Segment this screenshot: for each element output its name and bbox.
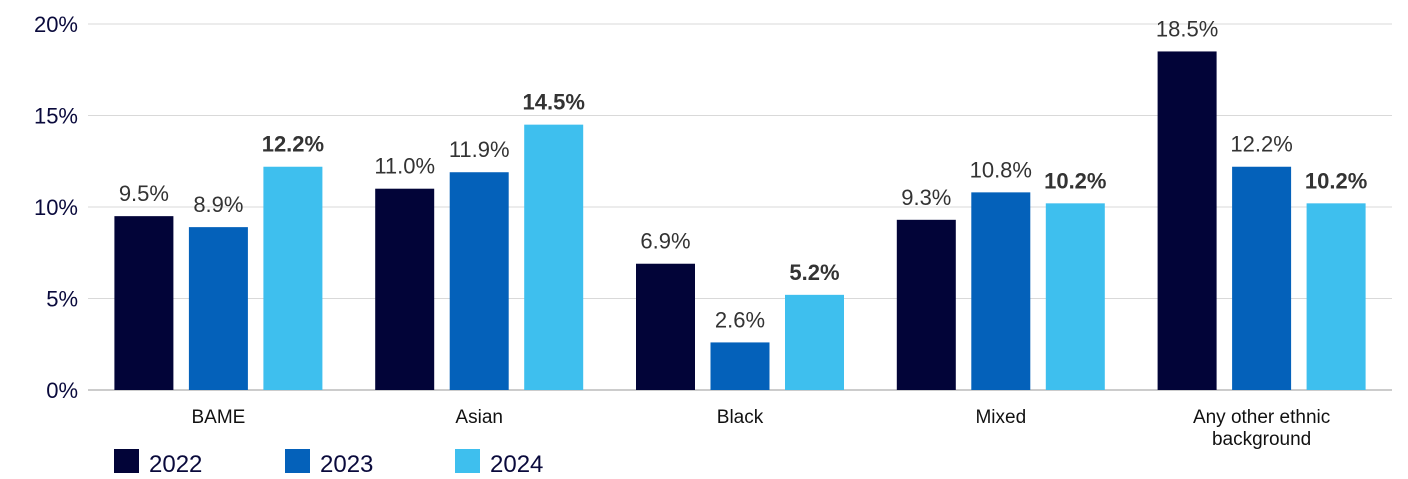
x-tick-label: BAME bbox=[191, 407, 245, 428]
data-label-2024-1: 14.5% bbox=[523, 90, 585, 115]
bar-2024-1 bbox=[524, 124, 584, 391]
bar-2023-0 bbox=[188, 227, 248, 390]
data-label-2022-0: 9.5% bbox=[119, 181, 169, 206]
legend-swatch-2023 bbox=[285, 449, 310, 473]
bar-2022-0 bbox=[114, 216, 174, 390]
data-label-2023-0: 8.9% bbox=[193, 192, 243, 217]
y-tick-label: 10% bbox=[34, 195, 78, 220]
legend-swatch-2024 bbox=[455, 449, 480, 473]
y-axis-ticks: 0% 5% 10% 15% 20% bbox=[34, 12, 78, 403]
bar-2022-3 bbox=[896, 219, 956, 390]
data-label-2023-4: 12.2% bbox=[1230, 132, 1292, 157]
data-label-2022-2: 6.9% bbox=[640, 229, 690, 254]
data-label-2022-3: 9.3% bbox=[901, 185, 951, 210]
data-label-2024-3: 10.2% bbox=[1044, 168, 1106, 193]
data-label-2022-4: 18.5% bbox=[1156, 16, 1218, 41]
data-label-2023-2: 2.6% bbox=[715, 307, 765, 332]
bar-2024-4 bbox=[1306, 203, 1366, 390]
legend-label-2022: 2022 bbox=[149, 451, 202, 478]
data-label-2023-1: 11.9% bbox=[449, 137, 510, 162]
legend-swatch-2022 bbox=[114, 449, 139, 473]
x-tick-label: Mixed bbox=[975, 407, 1026, 428]
bar-2022-1 bbox=[375, 188, 435, 390]
bar-2023-4 bbox=[1232, 166, 1292, 390]
bar-2023-1 bbox=[449, 172, 509, 390]
bar-2023-3 bbox=[971, 192, 1031, 390]
bar-2022-2 bbox=[636, 263, 695, 390]
legend-label-2024: 2024 bbox=[490, 451, 543, 478]
x-axis-labels: BAME Asian Black Mixed Any other ethnicbackg… bbox=[191, 407, 1330, 450]
data-label-2024-4: 10.2% bbox=[1305, 168, 1367, 193]
x-tick-label: Any other ethnic bbox=[1193, 407, 1330, 428]
data-label-2024-2: 5.2% bbox=[789, 260, 839, 285]
bar-2024-2 bbox=[785, 294, 844, 390]
bar-2024-3 bbox=[1045, 203, 1105, 390]
y-tick-label: 5% bbox=[46, 287, 78, 312]
y-tick-label: 15% bbox=[34, 104, 78, 129]
value-labels: 9.5% 8.9% 12.2% 11.0% 11.9% 14.5% 6.9% 2.6% 5.2%… bbox=[119, 16, 1367, 332]
bar-2023-2 bbox=[710, 342, 770, 390]
x-tick-label: Asian bbox=[455, 407, 503, 428]
bar-2024-0 bbox=[263, 166, 323, 390]
legend: 2022 2023 2024 bbox=[114, 449, 543, 478]
legend-label-2023: 2023 bbox=[320, 451, 373, 478]
data-label-2023-3: 10.8% bbox=[970, 157, 1032, 182]
y-tick-label: 0% bbox=[46, 378, 78, 403]
bar-2022-4 bbox=[1157, 51, 1217, 390]
data-label-2024-0: 12.2% bbox=[262, 132, 324, 157]
x-tick-label: Black bbox=[717, 407, 764, 428]
bars bbox=[114, 51, 1366, 391]
x-tick-label: background bbox=[1212, 429, 1311, 450]
data-label-2022-1: 11.0% bbox=[374, 154, 435, 179]
y-tick-label: 20% bbox=[34, 12, 78, 37]
